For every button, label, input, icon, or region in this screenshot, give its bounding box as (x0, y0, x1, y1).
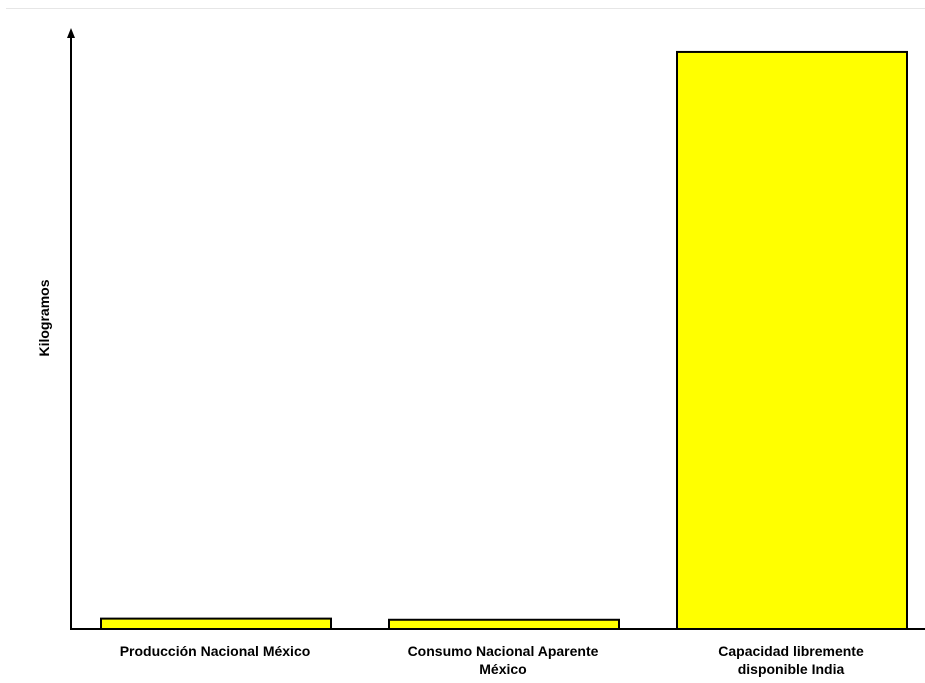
bar-consumo (388, 618, 620, 630)
x-tick-label-produccion: Producción Nacional México (119, 643, 311, 659)
y-axis-label: Kilogramos (36, 279, 52, 357)
x-tick-label-consumo: Consumo Nacional Aparente México (407, 643, 599, 677)
y-axis-arrowhead (67, 28, 75, 38)
bar-produccion (100, 617, 332, 631)
chart-frame-border (6, 8, 925, 9)
bars-layer (100, 50, 908, 631)
bar-capacidad (676, 50, 908, 630)
x-tick-label-capacidad: Capacidad libremente disponible India (718, 643, 864, 677)
